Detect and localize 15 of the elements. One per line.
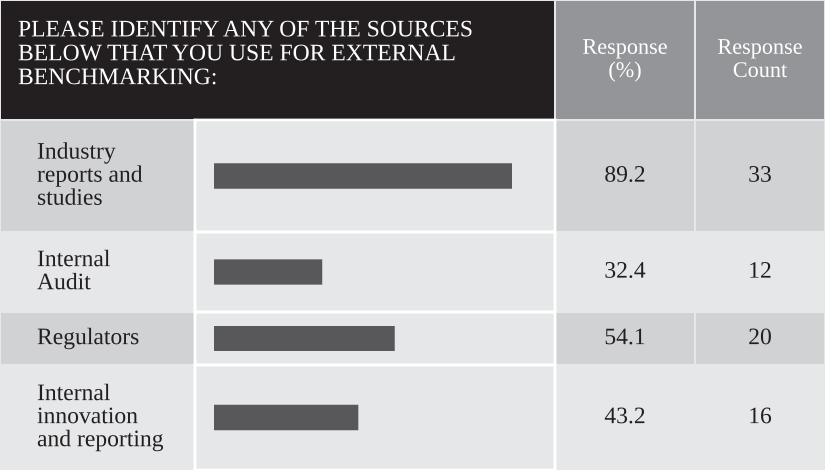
chart-title: PLEASE IDENTIFY ANY OF THE SOURCES BELOW THAT YOU USE FOR EXTERNAL BENCHMARKING: [18,20,472,84]
text: 20 [749,328,771,344]
text: Response Count [718,39,802,78]
y-tick-label: Regulators [38,328,138,350]
y-tick-label: Industry reports and studies [37,142,142,205]
y-tick-label: Internal innovation and reporting [37,384,164,452]
text: 12 [750,262,771,278]
data-label: 32.4 [605,262,646,278]
data-label: 43.2 [604,408,644,424]
text: 33 [749,166,771,182]
text: Response (%) [583,39,667,82]
text: 16 [750,408,772,424]
data-label: 89.2 [605,166,644,182]
data-label: 54.1 [606,328,644,345]
y-tick-label: Internal Audit [37,250,110,290]
